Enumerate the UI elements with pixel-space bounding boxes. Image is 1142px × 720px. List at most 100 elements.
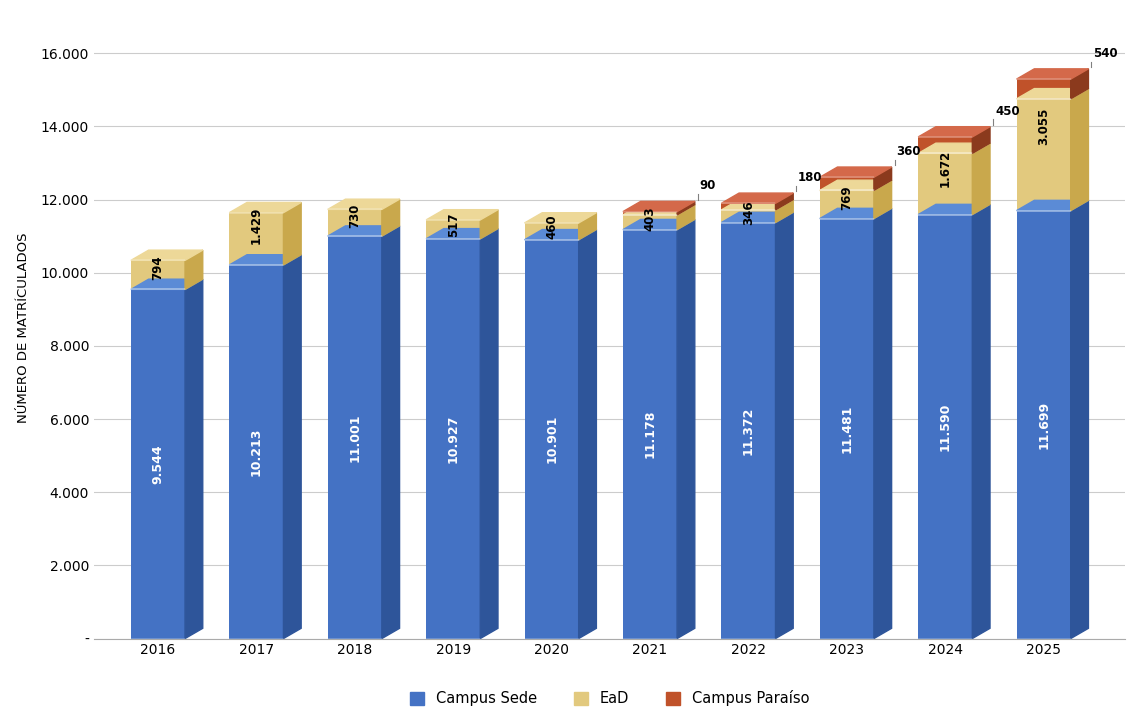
Text: 450: 450	[995, 104, 1020, 117]
FancyBboxPatch shape	[230, 265, 283, 639]
Text: 10.901: 10.901	[545, 415, 558, 464]
Polygon shape	[481, 210, 498, 239]
Polygon shape	[230, 202, 301, 212]
Polygon shape	[820, 208, 892, 219]
Polygon shape	[622, 204, 694, 215]
Polygon shape	[328, 199, 400, 210]
Polygon shape	[283, 255, 301, 639]
Polygon shape	[775, 193, 794, 210]
Polygon shape	[1071, 200, 1088, 639]
FancyBboxPatch shape	[426, 220, 481, 239]
Text: 3.055: 3.055	[1037, 108, 1051, 145]
Polygon shape	[381, 226, 400, 639]
Polygon shape	[1071, 89, 1088, 210]
Text: 11.178: 11.178	[644, 410, 657, 459]
FancyBboxPatch shape	[426, 239, 481, 639]
Polygon shape	[874, 180, 892, 219]
Text: 11.590: 11.590	[939, 402, 951, 451]
Polygon shape	[579, 230, 596, 639]
Polygon shape	[972, 143, 990, 215]
Polygon shape	[524, 230, 596, 240]
Polygon shape	[918, 204, 990, 215]
FancyBboxPatch shape	[820, 219, 874, 639]
FancyBboxPatch shape	[622, 212, 677, 215]
Polygon shape	[820, 180, 892, 190]
Polygon shape	[874, 208, 892, 639]
Polygon shape	[874, 167, 892, 190]
FancyBboxPatch shape	[622, 215, 677, 230]
Polygon shape	[328, 226, 400, 236]
Text: 346: 346	[742, 201, 755, 225]
FancyBboxPatch shape	[722, 210, 775, 222]
FancyBboxPatch shape	[524, 223, 579, 240]
Polygon shape	[185, 279, 203, 639]
FancyBboxPatch shape	[820, 190, 874, 219]
Legend: Campus Sede, EaD, Campus Paraíso: Campus Sede, EaD, Campus Paraíso	[404, 685, 815, 712]
Polygon shape	[918, 127, 990, 137]
Polygon shape	[622, 202, 694, 212]
Text: 769: 769	[841, 185, 853, 210]
FancyBboxPatch shape	[1016, 99, 1071, 210]
FancyBboxPatch shape	[131, 289, 185, 639]
Text: 11.699: 11.699	[1037, 400, 1051, 449]
Text: 794: 794	[152, 256, 164, 280]
Polygon shape	[820, 167, 892, 177]
Text: 10.213: 10.213	[250, 428, 263, 476]
FancyBboxPatch shape	[622, 230, 677, 639]
FancyBboxPatch shape	[1016, 79, 1071, 99]
Polygon shape	[131, 279, 203, 289]
Polygon shape	[722, 199, 794, 210]
Polygon shape	[1016, 89, 1088, 99]
Polygon shape	[622, 220, 694, 230]
FancyBboxPatch shape	[230, 212, 283, 265]
Text: 11.001: 11.001	[348, 413, 361, 462]
Text: 10.927: 10.927	[447, 415, 460, 463]
FancyBboxPatch shape	[524, 240, 579, 639]
FancyBboxPatch shape	[328, 210, 381, 236]
Polygon shape	[185, 250, 203, 289]
FancyBboxPatch shape	[328, 236, 381, 639]
Polygon shape	[677, 204, 694, 230]
Polygon shape	[283, 202, 301, 265]
Polygon shape	[426, 228, 498, 239]
Polygon shape	[722, 193, 794, 203]
Text: 460: 460	[545, 215, 558, 240]
Polygon shape	[972, 127, 990, 153]
FancyBboxPatch shape	[722, 222, 775, 639]
Y-axis label: NÚMERO DE MATRÍCULADOS: NÚMERO DE MATRÍCULADOS	[17, 233, 30, 423]
Polygon shape	[1016, 200, 1088, 210]
Polygon shape	[426, 210, 498, 220]
Text: 1.429: 1.429	[250, 207, 263, 244]
FancyBboxPatch shape	[820, 177, 874, 190]
Polygon shape	[1016, 69, 1088, 79]
Polygon shape	[722, 212, 794, 222]
Polygon shape	[381, 199, 400, 236]
Text: 90: 90	[700, 179, 716, 192]
FancyBboxPatch shape	[918, 215, 972, 639]
FancyBboxPatch shape	[918, 153, 972, 215]
Polygon shape	[131, 250, 203, 261]
Polygon shape	[677, 202, 694, 215]
Polygon shape	[775, 199, 794, 222]
Polygon shape	[524, 212, 596, 223]
Text: 1.672: 1.672	[939, 150, 951, 187]
Text: 730: 730	[348, 204, 361, 228]
Polygon shape	[481, 228, 498, 639]
Polygon shape	[972, 204, 990, 639]
Text: 11.372: 11.372	[742, 406, 755, 455]
Polygon shape	[230, 255, 301, 265]
FancyBboxPatch shape	[722, 203, 775, 210]
Polygon shape	[677, 220, 694, 639]
Text: 11.481: 11.481	[841, 405, 853, 453]
Polygon shape	[918, 143, 990, 153]
Polygon shape	[1071, 69, 1088, 99]
Text: 9.544: 9.544	[152, 444, 164, 484]
FancyBboxPatch shape	[1016, 210, 1071, 639]
FancyBboxPatch shape	[918, 137, 972, 153]
FancyBboxPatch shape	[131, 261, 185, 289]
Text: 517: 517	[447, 212, 460, 237]
Text: 180: 180	[798, 171, 822, 184]
Polygon shape	[579, 212, 596, 240]
Text: 540: 540	[1093, 47, 1118, 60]
Text: 360: 360	[896, 145, 922, 158]
